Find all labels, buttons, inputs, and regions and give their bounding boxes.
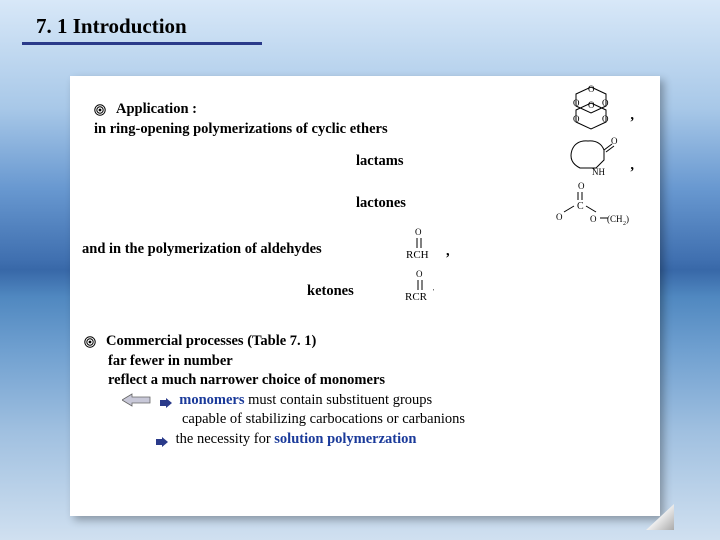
svg-text:O: O [573,98,580,108]
svg-text:': ' [433,288,434,296]
commercial-l1: far fewer in number [108,352,640,372]
svg-text:O: O [573,114,580,124]
arrow-left-icon [122,393,152,407]
title-underline [22,42,262,45]
commercial-title: Commercial processes (Table 7. 1) [106,333,316,349]
svg-text:O: O [602,98,609,108]
svg-text:): ) [626,214,629,224]
chem-lactam: O NH [562,134,620,183]
chem-trioxane: O O O O O O [566,84,616,137]
section-title: 7. 1 Introduction [36,14,187,39]
application-label: Application : [116,101,197,117]
svg-text:(CH: (CH [607,214,623,224]
lactones-label: lactones [356,194,406,214]
commercial-l5a: the necessity for [176,431,275,447]
svg-text:O: O [588,84,595,94]
solution-poly-keyword: solution polymerzation [274,431,416,447]
eye-bullet-icon [84,335,96,347]
commercial-l3: must contain substituent groups [245,392,433,408]
aldehydes-line: and in the polymerization of aldehydes [82,240,322,260]
arrow-bullet-icon [156,434,168,444]
svg-text:RCR: RCR [405,291,428,302]
application-line: in ring-opening polymerizations of cycli… [94,120,636,140]
chem-aldehyde: O RCH [400,226,440,265]
eye-bullet-icon [94,103,106,115]
svg-text:O: O [416,269,423,279]
commercial-l2: reflect a much narrower choice of monome… [108,371,640,391]
svg-text:RCH: RCH [406,249,429,260]
comma-3: , [446,242,450,262]
commercial-l4: capable of stabilizing carbocations or c… [182,410,640,430]
svg-text:NH: NH [592,167,605,177]
content-panel: Application : in ring-opening polymeriza… [70,76,660,516]
monomers-keyword: monomers [179,392,244,408]
svg-text:O: O [588,100,595,110]
svg-text:O: O [415,227,422,237]
svg-text:O: O [590,214,597,224]
comma-1: , [630,106,634,126]
chem-ketone: O RCR ' [400,268,444,307]
lactams-label: lactams [356,152,404,172]
svg-text:O: O [556,212,563,222]
svg-text:O: O [602,114,609,124]
svg-text:C: C [577,201,584,212]
comma-2: , [630,156,634,176]
chem-lactone: O C O O (CH 2 ) [554,180,630,233]
svg-text:O: O [578,181,585,191]
svg-text:O: O [611,136,618,146]
arrow-bullet-icon [160,395,172,405]
ketones-label: ketones [307,282,354,302]
